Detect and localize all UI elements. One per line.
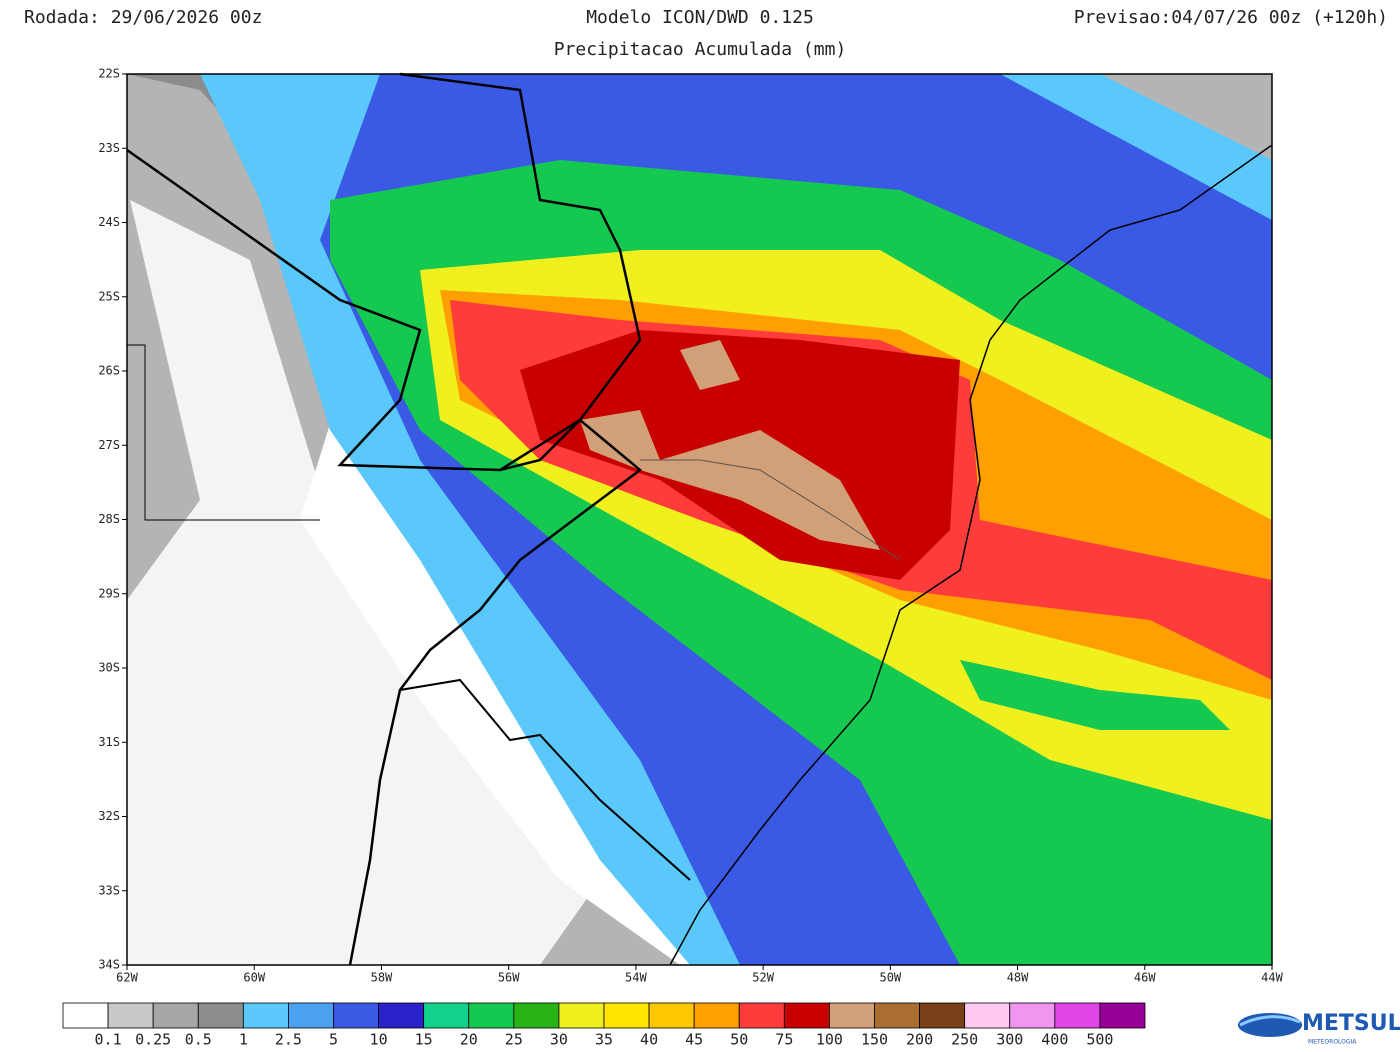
- lat-tick-label: 31S: [98, 735, 120, 749]
- lat-tick-label: 22S: [98, 67, 120, 81]
- colorbar-swatch: [242, 1002, 289, 1029]
- colorbar-swatch: [62, 1002, 109, 1029]
- colorbar-label: 30: [550, 1031, 568, 1049]
- lon-tick-label: 46W: [1134, 971, 1156, 985]
- colorbar-label: 400: [1041, 1031, 1068, 1049]
- logo-name: METSUL: [1302, 1011, 1400, 1036]
- colorbar-swatch: [648, 1002, 695, 1029]
- lat-tick-label: 30S: [98, 661, 120, 675]
- colorbar-label: 20: [460, 1031, 478, 1049]
- lat-tick-label: 32S: [98, 809, 120, 823]
- lon-tick-label: 48W: [1007, 971, 1029, 985]
- colorbar-label: 40: [640, 1031, 658, 1049]
- colorbar-label: 45: [685, 1031, 703, 1049]
- colorbar-label: 50: [730, 1031, 748, 1049]
- lat-tick-label: 28S: [98, 512, 120, 526]
- title: Modelo ICON/DWD 0.125: [586, 7, 814, 28]
- colorbar-label: 5: [329, 1031, 338, 1049]
- lon-tick-label: 60W: [243, 971, 265, 985]
- logo-tagline: METEOROLOGIA: [1308, 1039, 1357, 1046]
- colorbar-swatch: [558, 1002, 605, 1029]
- colorbar-swatch: [603, 1002, 650, 1029]
- colorbar-swatch: [964, 1002, 1011, 1029]
- colorbar-label: 200: [906, 1031, 933, 1049]
- lat-tick-label: 24S: [98, 215, 120, 229]
- lat-tick-label: 27S: [98, 438, 120, 452]
- colorbar-label: 35: [595, 1031, 613, 1049]
- colorbar-label: 0.1: [95, 1031, 122, 1049]
- borders: [126, 72, 1273, 966]
- colorbar-swatch: [288, 1002, 334, 1029]
- lat-tick-label: 25S: [98, 289, 120, 303]
- run-label: Rodada: 29/06/2026 00z: [24, 7, 262, 28]
- colorbar-swatch: [197, 1002, 244, 1029]
- colorbar-swatch: [423, 1002, 470, 1029]
- colorbar-label: 25: [505, 1031, 523, 1049]
- precip-field: [127, 74, 1272, 965]
- colorbar-swatch: [829, 1002, 875, 1029]
- lon-tick-label: 50W: [879, 971, 901, 985]
- subtitle: Precipitacao Acumulada (mm): [554, 39, 847, 60]
- lat-tick-label: 26S: [98, 364, 120, 378]
- lon-tick-label: 62W: [116, 971, 138, 985]
- colorbar-swatch: [333, 1002, 379, 1029]
- lon-tick-label: 56W: [498, 971, 520, 985]
- logo: METSUL METEOROLOGIA: [1238, 1011, 1400, 1046]
- colorbar-swatch: [513, 1002, 560, 1029]
- colorbar-swatch: [738, 1002, 785, 1029]
- colorbar-swatch: [107, 1002, 154, 1029]
- colorbar-swatch: [1054, 1002, 1101, 1029]
- colorbar-swatch: [1099, 1002, 1146, 1029]
- forecast-label: Previsao:04/07/26 00z (+120h): [1074, 7, 1388, 28]
- colorbar-label: 15: [415, 1031, 433, 1049]
- colorbar-label: 500: [1086, 1031, 1113, 1049]
- lon-tick-label: 54W: [625, 971, 647, 985]
- lat-tick-label: 23S: [98, 141, 120, 155]
- colorbar-label: 100: [816, 1031, 843, 1049]
- colorbar-label: 300: [996, 1031, 1023, 1049]
- colorbar-swatch: [783, 1002, 830, 1029]
- colorbar-swatch: [378, 1002, 425, 1029]
- colorbar-swatch: [874, 1002, 920, 1029]
- lat-tick-label: 34S: [98, 958, 120, 972]
- colorbar-label: 2.5: [275, 1031, 302, 1049]
- colorbar-label: 10: [370, 1031, 388, 1049]
- colorbar-swatch: [468, 1002, 515, 1029]
- colorbar-label: 75: [775, 1031, 793, 1049]
- colorbar-swatch: [1009, 1002, 1056, 1029]
- lon-tick-label: 52W: [752, 971, 774, 985]
- lon-tick-label: 44W: [1261, 971, 1283, 985]
- colorbar-swatch: [152, 1002, 199, 1029]
- lon-tick-label: 58W: [371, 971, 393, 985]
- colorbar-label: 0.5: [185, 1031, 212, 1049]
- colorbar-label: 250: [951, 1031, 978, 1049]
- colorbar-label: 150: [861, 1031, 888, 1049]
- lat-tick-label: 33S: [98, 883, 120, 897]
- colorbar-swatch: [693, 1002, 740, 1029]
- colorbar-label: 1: [239, 1031, 248, 1049]
- colorbar-label: 0.25: [135, 1031, 171, 1049]
- colorbar-swatch: [919, 1002, 966, 1029]
- lat-tick-label: 29S: [98, 586, 120, 600]
